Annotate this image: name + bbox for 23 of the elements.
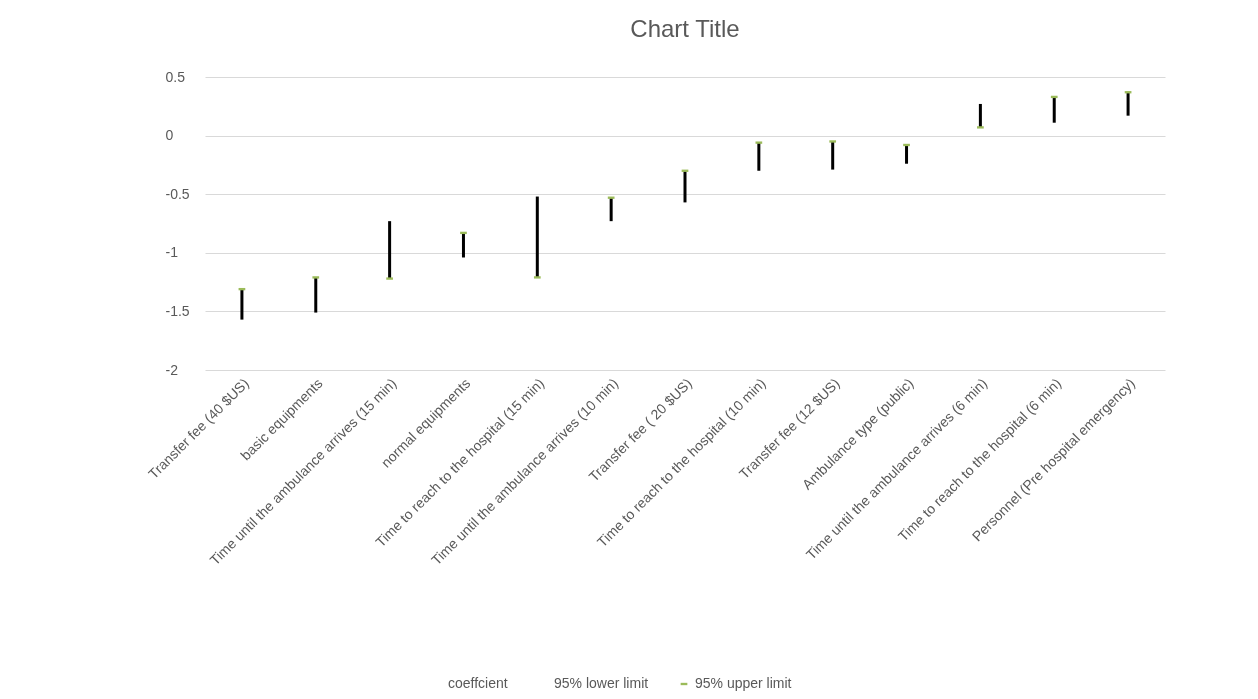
bar: [1126, 92, 1130, 116]
y-tick-label: -1: [165, 244, 179, 261]
legend-label: 95% upper limit: [695, 675, 792, 691]
bar: [314, 277, 318, 313]
y-tick-label: -0.5: [165, 185, 190, 202]
text: coeffcient: [448, 675, 508, 691]
y-tick-label: -2: [165, 361, 179, 378]
bar: [978, 103, 982, 128]
bar: [1052, 96, 1056, 123]
bar: [831, 141, 835, 170]
bar: [757, 142, 761, 171]
bar: [461, 232, 465, 258]
bar: [609, 197, 613, 222]
y-tick-label: 0.5: [165, 68, 186, 85]
chart-title: Chart Title: [630, 15, 740, 42]
y-tick-label: 0: [165, 127, 174, 144]
bar: [905, 144, 909, 164]
bar: [388, 221, 392, 279]
bar: [535, 196, 539, 278]
bar: [683, 170, 687, 203]
text: 95% lower limit: [554, 675, 649, 691]
bar: [240, 289, 244, 320]
y-tick-label: -1.5: [165, 302, 190, 319]
